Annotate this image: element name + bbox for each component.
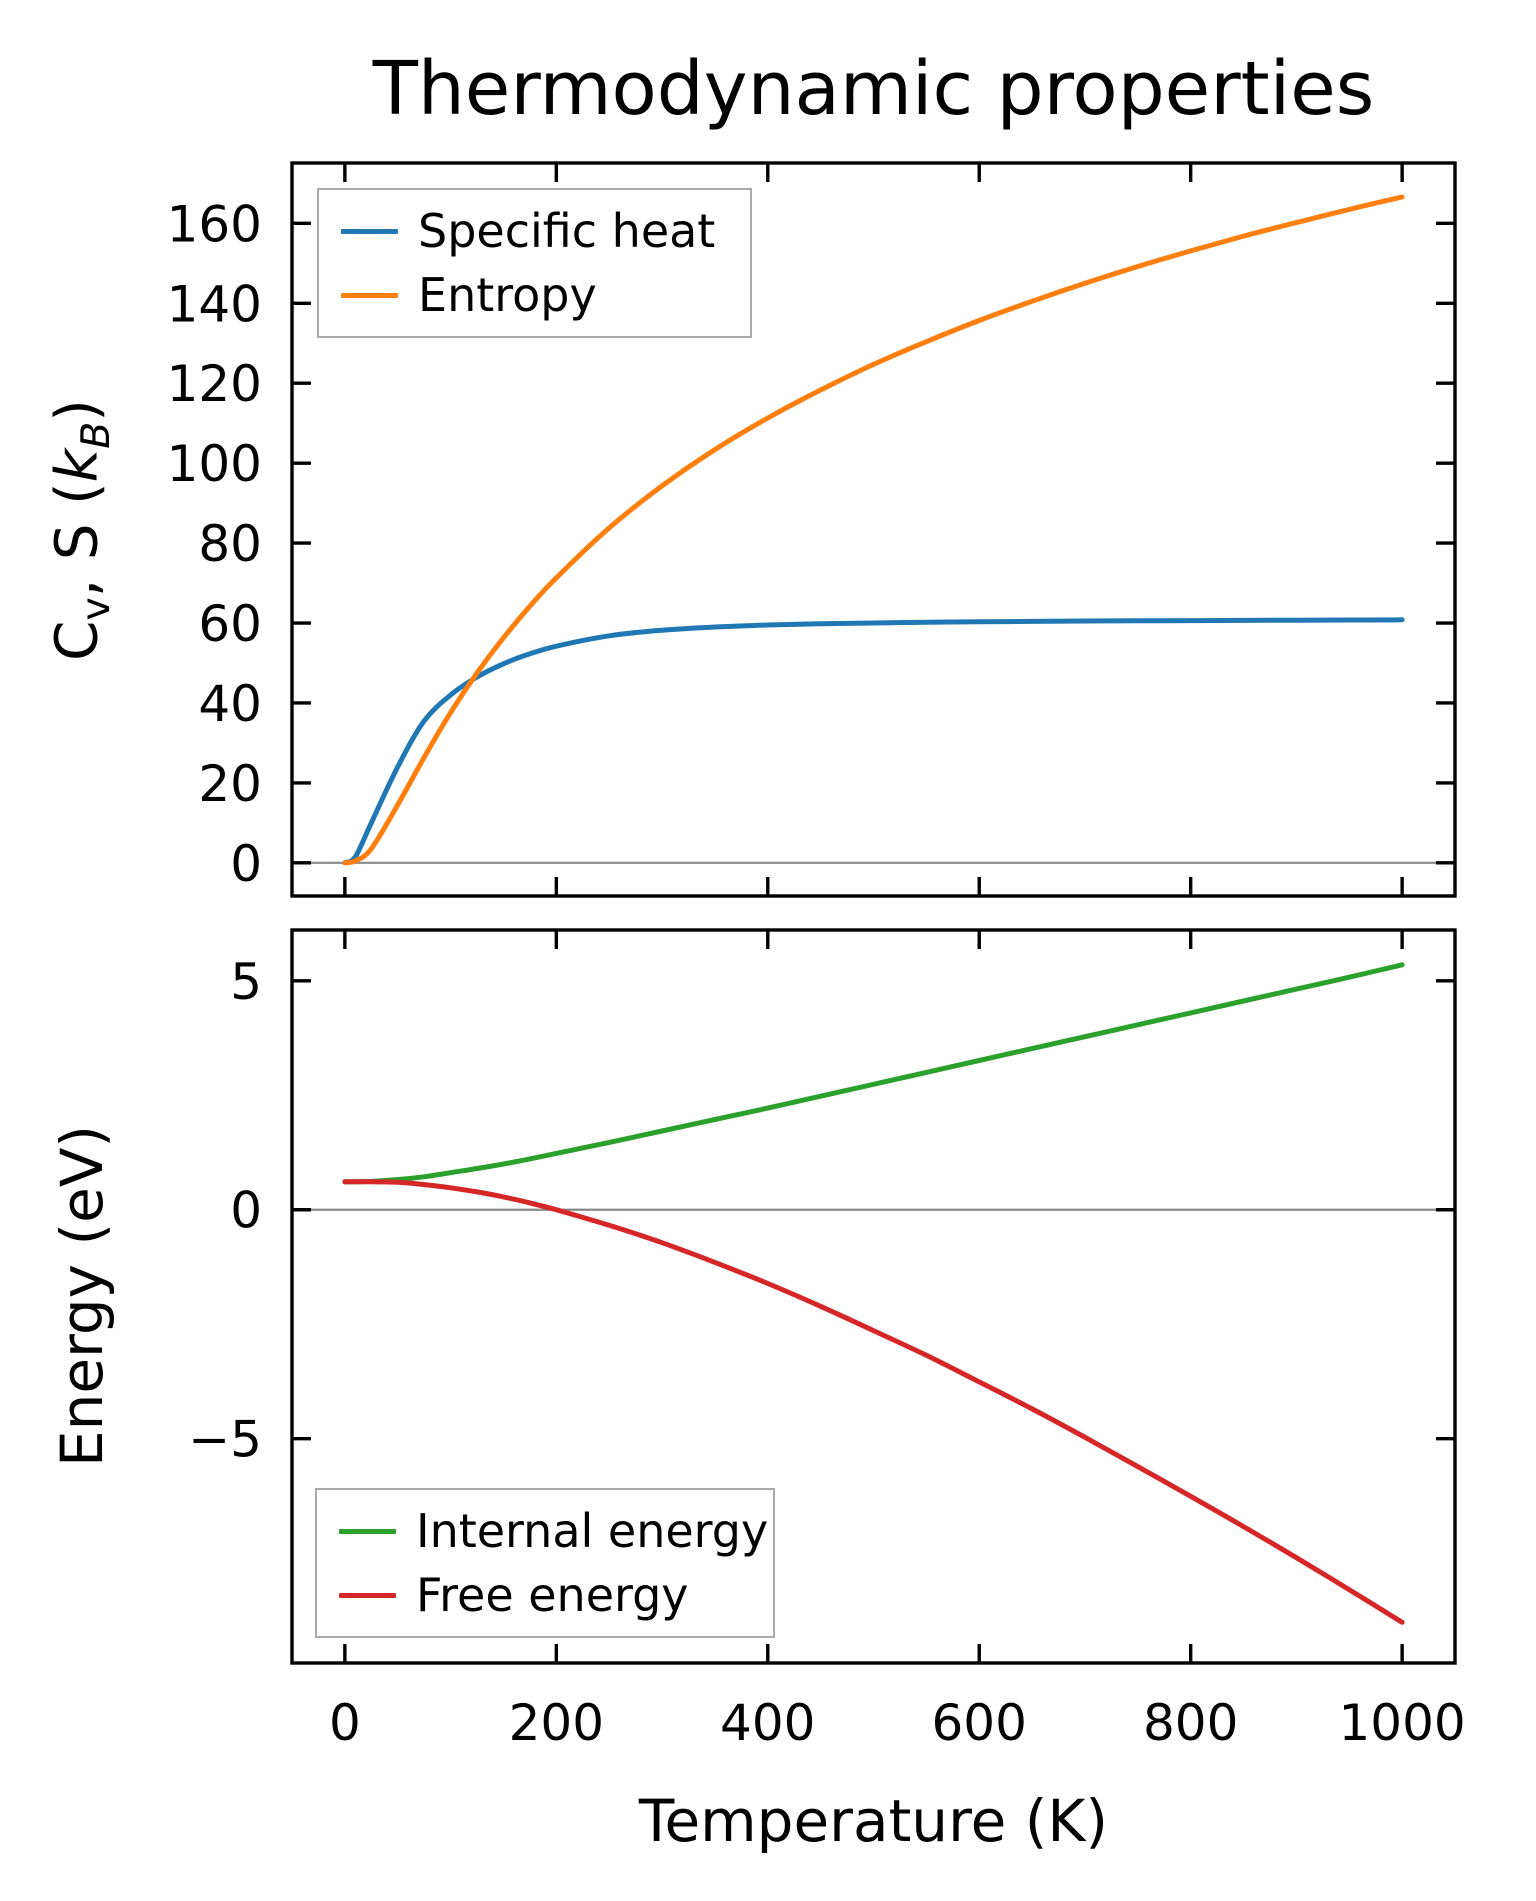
- legend-label: Entropy: [418, 268, 597, 322]
- top-y-axis-label: Cv, S (kB): [42, 399, 120, 661]
- bottom-y-axis-label: Energy (eV): [48, 1124, 116, 1468]
- legend-label: Specific heat: [418, 204, 716, 258]
- free-energy-curve: [342, 1179, 1405, 1625]
- ylabel-close: ): [42, 399, 111, 422]
- y-tick-label: 40: [198, 675, 262, 733]
- y-tick-label: 140: [167, 275, 262, 333]
- free-energy-legend-line: [339, 1592, 396, 1598]
- x-tick-label: 600: [932, 1694, 1027, 1752]
- legend-item-free-energy: Free energy: [317, 1572, 773, 1618]
- entropy-legend-line: [341, 292, 398, 298]
- ylabel-cv-sub: v: [73, 597, 120, 621]
- ylabel-mid: , S (: [42, 482, 111, 598]
- x-tick-label: 1000: [1339, 1694, 1466, 1752]
- y-tick-label: 100: [167, 435, 262, 493]
- x-tick-label: 0: [329, 1694, 361, 1752]
- y-tick-label: 0: [230, 835, 262, 893]
- internal-energy-curve: [342, 962, 1405, 1185]
- top-legend: Specific heat Entropy: [317, 188, 752, 338]
- ylabel-kb-sub: B: [73, 421, 120, 449]
- y-tick-label: 160: [167, 195, 262, 253]
- y-tick-label: 60: [198, 595, 262, 653]
- internal-energy-legend-line: [339, 1528, 396, 1534]
- y-tick-label: −5: [188, 1411, 262, 1469]
- specific-heat-curve: [342, 617, 1405, 866]
- bottom-legend: Internal energy Free energy: [315, 1488, 775, 1638]
- legend-item-entropy: Entropy: [319, 272, 750, 318]
- x-tick-label: 400: [720, 1694, 815, 1752]
- y-tick-label: 80: [198, 515, 262, 573]
- x-tick-label: 800: [1143, 1694, 1238, 1752]
- ylabel-kb: k: [42, 448, 111, 483]
- top-axes-spines: [290, 161, 1457, 898]
- x-tick-label: 200: [509, 1694, 604, 1752]
- legend-label: Free energy: [416, 1568, 689, 1622]
- x-axis-label: Temperature (K): [638, 1787, 1109, 1855]
- legend-item-internal-energy: Internal energy: [317, 1508, 773, 1554]
- specific-heat-legend-line: [341, 228, 398, 234]
- ylabel-cv: C: [42, 620, 111, 661]
- y-tick-label: 0: [230, 1182, 262, 1240]
- bottom-axes-spines: [290, 928, 1457, 1665]
- y-tick-label: 20: [198, 755, 262, 813]
- y-tick-label: 5: [230, 953, 262, 1011]
- legend-item-specific-heat: Specific heat: [319, 208, 750, 254]
- figure-title: Thermodynamic properties: [372, 46, 1375, 132]
- legend-label: Internal energy: [416, 1504, 769, 1558]
- y-tick-label: 120: [167, 355, 262, 413]
- entropy-curve: [342, 194, 1405, 866]
